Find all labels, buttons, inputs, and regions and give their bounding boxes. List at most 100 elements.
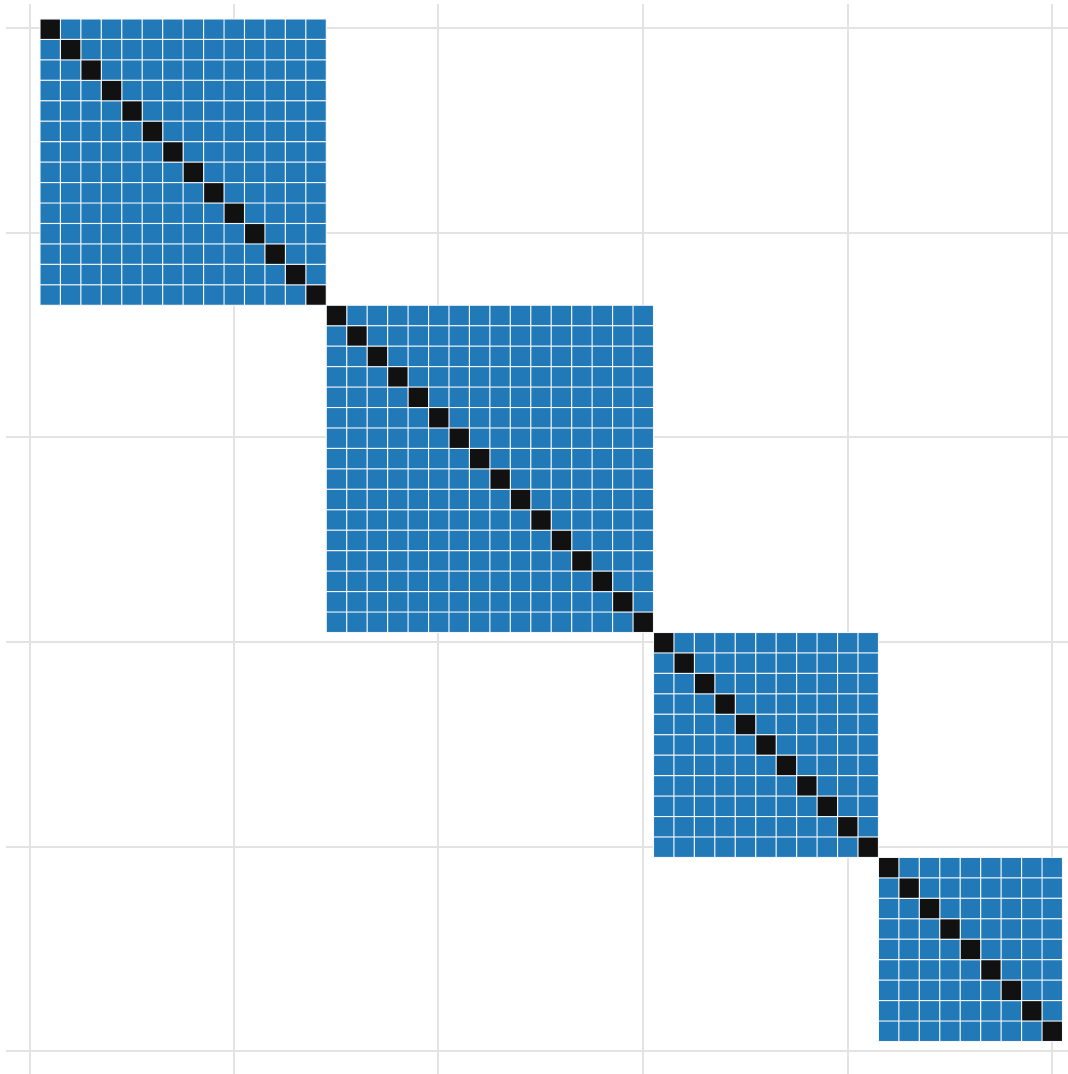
heatmap-cell [591,406,614,429]
heatmap-cell [775,775,798,797]
heatmap-cell [366,488,389,511]
heatmap-cell [305,202,327,225]
heatmap-cell [530,611,552,634]
diagonal-cell [325,304,348,327]
diagonal-cell [591,570,614,593]
heatmap-cell [714,775,736,797]
heatmap-cell [693,631,716,654]
heatmap-cell [162,120,184,143]
heatmap-cell [775,836,798,859]
heatmap-cell [1021,918,1043,940]
heatmap-cell [121,202,143,225]
heatmap-cell [346,550,368,572]
heatmap-cell [448,570,471,593]
heatmap-cell [612,570,634,593]
diagonal-cell [387,366,409,388]
diagonal-cell [877,856,900,879]
heatmap-cell [162,79,184,102]
heatmap-cell [141,243,164,265]
heatmap-cell [836,836,859,859]
heatmap-cell [530,529,552,552]
heatmap-cell [1000,938,1023,961]
heatmap-cell [509,325,532,347]
heatmap-cell [203,100,225,122]
heatmap-cell [673,734,695,756]
heatmap-cell [939,877,961,899]
heatmap-cell [59,79,82,102]
heatmap-cell [530,550,552,572]
heatmap-cell [550,488,573,511]
heatmap-cell [387,447,409,470]
heatmap-cell [162,263,184,286]
heatmap-cell [693,693,716,715]
heatmap-cell [182,263,205,286]
heatmap-cell [591,325,614,347]
heatmap-cell [325,611,348,634]
heatmap-cell [1041,959,1064,981]
heatmap-cell [489,345,511,368]
heatmap-cell [141,141,164,163]
heatmap-cell [816,815,839,838]
heatmap-cell [714,652,736,674]
diagonal-cell [652,631,675,654]
heatmap-cell [448,488,471,511]
heatmap-cell [162,202,184,225]
heatmap-cell [591,447,614,470]
heatmap-cell [243,243,266,265]
heatmap-cell [673,631,695,654]
heatmap-cell [1021,959,1043,981]
heatmap-cell [836,652,859,674]
heatmap-cell [836,631,859,654]
heatmap-cell [59,120,82,143]
heatmap-cell [80,161,102,184]
heatmap-cell [121,161,143,184]
heatmap-cell [243,59,266,81]
heatmap-cell [693,754,716,777]
heatmap-cell [591,529,614,552]
heatmap-cell [550,611,573,634]
heatmap-cell [325,570,348,593]
heatmap-cell [775,795,798,818]
heatmap-cell [591,386,614,409]
heatmap-cell [325,529,348,552]
heatmap-cell [59,263,82,286]
heatmap-cell [59,243,82,265]
heatmap-cell [775,631,798,654]
heatmap-cell [1021,979,1043,1002]
heatmap-cell [346,570,368,593]
heatmap-cell [816,713,839,736]
heatmap-cell [141,38,164,61]
heatmap-cell [468,366,491,388]
heatmap-cell [305,120,327,143]
heatmap-cell [918,1000,941,1022]
heatmap-cell [387,345,409,368]
heatmap-cell [571,304,593,327]
heatmap-cell [366,406,389,429]
heatmap-cell [325,427,348,450]
heatmap-cell [796,672,818,695]
heatmap-cell [162,161,184,184]
diagonal-cell [39,18,62,41]
heatmap-cell [939,938,961,961]
heatmap-cell [857,713,880,736]
heatmap-cell [489,591,511,613]
heatmap-cell [714,713,736,736]
heatmap-cell [284,202,307,225]
heatmap-cell [284,161,307,184]
heatmap-cell [1000,856,1023,879]
heatmap-cell [796,713,818,736]
heatmap-cell [550,591,573,613]
heatmap-cell [468,529,491,552]
heatmap-cell [387,611,409,634]
heatmap-cell [223,120,246,143]
heatmap-cell [366,447,389,470]
heatmap-cell [734,672,757,695]
heatmap-cell [121,222,143,245]
heatmap-cell [898,938,920,961]
diagonal-cell [162,141,184,163]
heatmap-cell [693,795,716,818]
heatmap-cell [857,652,880,674]
diagonal-cell [489,468,511,490]
heatmap-cell [877,897,900,920]
diagonal-cell [427,406,450,429]
